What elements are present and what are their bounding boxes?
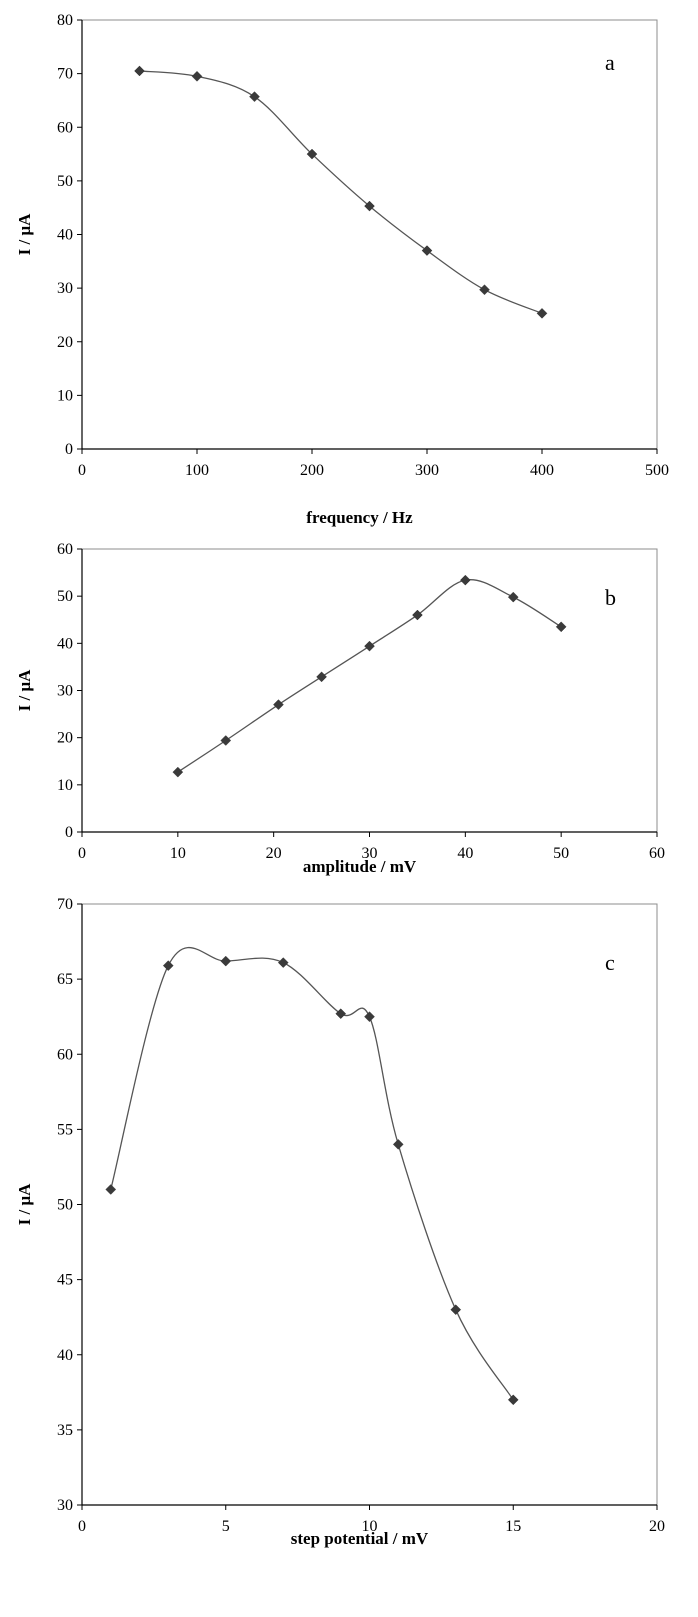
panel-label: c (605, 950, 615, 975)
y-tick-label: 10 (57, 387, 73, 404)
data-point-marker (191, 70, 203, 82)
data-point-marker (273, 699, 284, 711)
x-tick-label: 30 (362, 845, 378, 862)
data-point-marker (507, 591, 519, 603)
y-tick-label: 40 (57, 635, 73, 652)
data-point-marker (306, 148, 318, 160)
y-tick-label: 55 (57, 1121, 73, 1138)
y-tick-label: 30 (57, 683, 73, 700)
y-tick-label: 20 (57, 334, 73, 351)
data-point-marker (172, 766, 184, 778)
x-tick-label: 50 (553, 845, 569, 862)
y-tick-label: 40 (57, 227, 73, 244)
data-point-marker (162, 960, 174, 971)
y-tick-label: 80 (57, 12, 73, 29)
data-point-marker (364, 200, 375, 212)
y-axis-title: I / μA (15, 1183, 34, 1225)
y-tick-label: 65 (57, 971, 73, 988)
data-point-marker (249, 91, 260, 103)
chart-panel-c: 30 35 40 45 50 55 60 65 70 0 5 10 15 20 step potential… (15, 896, 665, 1548)
series-line (110, 946, 514, 1401)
data-point-marker (220, 735, 232, 746)
y-tick-label: 30 (57, 280, 73, 297)
data-point-marker (316, 671, 327, 683)
x-tick-label: 15 (505, 1518, 521, 1535)
panel-label: b (605, 585, 616, 610)
y-tick-label: 50 (57, 588, 73, 605)
x-tick-label: 400 (530, 462, 554, 479)
y-tick-label: 40 (57, 1347, 73, 1364)
y-tick-label: 0 (65, 824, 73, 841)
x-tick-label: 10 (170, 845, 186, 862)
x-tick-label: 0 (78, 462, 86, 479)
data-point-marker (364, 640, 375, 652)
plot-area-frame (81, 903, 658, 1506)
x-tick-label: 0 (78, 1518, 86, 1535)
y-tick-label: 45 (57, 1272, 73, 1289)
plot-area-frame (81, 19, 658, 450)
x-tick-label: 20 (266, 845, 282, 862)
y-tick-label: 70 (57, 896, 73, 913)
y-tick-label: 30 (57, 1497, 73, 1514)
panel-label: a (605, 50, 615, 75)
chart-panel-a: 0 10 20 30 40 50 60 70 80 0 100 200 300 400 500 frequen… (15, 12, 669, 527)
y-tick-label: 0 (65, 441, 73, 458)
y-tick-label: 35 (57, 1422, 73, 1439)
x-tick-label: 5 (222, 1518, 230, 1535)
x-axis-title: step potential / mV (291, 1529, 429, 1548)
y-tick-label: 20 (57, 730, 73, 747)
data-point-marker (335, 1008, 347, 1020)
y-axis-title: I / μA (15, 213, 34, 255)
data-point-marker (364, 1011, 375, 1023)
x-tick-label: 60 (649, 845, 665, 862)
y-tick-label: 60 (57, 119, 73, 136)
data-point-marker (392, 1139, 404, 1150)
data-point-marker (277, 957, 289, 968)
x-tick-label: 20 (649, 1518, 665, 1535)
chart-panel-b: 0 10 20 30 40 50 60 0 10 20 30 40 50 60 amplitude / mV… (15, 541, 665, 876)
data-point-marker (555, 621, 567, 633)
x-tick-label: 200 (300, 462, 324, 479)
series-line (177, 579, 562, 773)
x-axis-title: frequency / Hz (306, 508, 413, 527)
y-tick-label: 50 (57, 173, 73, 190)
plot-area-frame (81, 548, 658, 833)
data-point-marker (536, 307, 548, 319)
x-tick-label: 0 (78, 845, 86, 862)
y-axis-title: I / μA (15, 669, 34, 711)
series-line (139, 70, 543, 314)
x-tick-label: 100 (185, 462, 209, 479)
x-tick-label: 10 (362, 1518, 378, 1535)
data-point-marker (479, 284, 490, 296)
data-point-marker (459, 574, 471, 586)
data-point-marker (412, 609, 423, 621)
data-point-marker (421, 245, 433, 256)
y-tick-label: 70 (57, 66, 73, 83)
y-tick-label: 60 (57, 541, 73, 558)
y-tick-label: 60 (57, 1046, 73, 1063)
x-tick-label: 300 (415, 462, 439, 479)
data-point-marker (220, 955, 232, 967)
data-point-marker (134, 65, 145, 77)
x-tick-label: 500 (645, 462, 669, 479)
y-tick-label: 10 (57, 777, 73, 794)
x-tick-label: 40 (457, 845, 473, 862)
x-axis-title: amplitude / mV (303, 857, 417, 876)
data-point-marker (450, 1304, 462, 1316)
y-tick-label: 50 (57, 1197, 73, 1214)
data-point-marker (105, 1184, 117, 1195)
data-point-marker (507, 1394, 519, 1406)
